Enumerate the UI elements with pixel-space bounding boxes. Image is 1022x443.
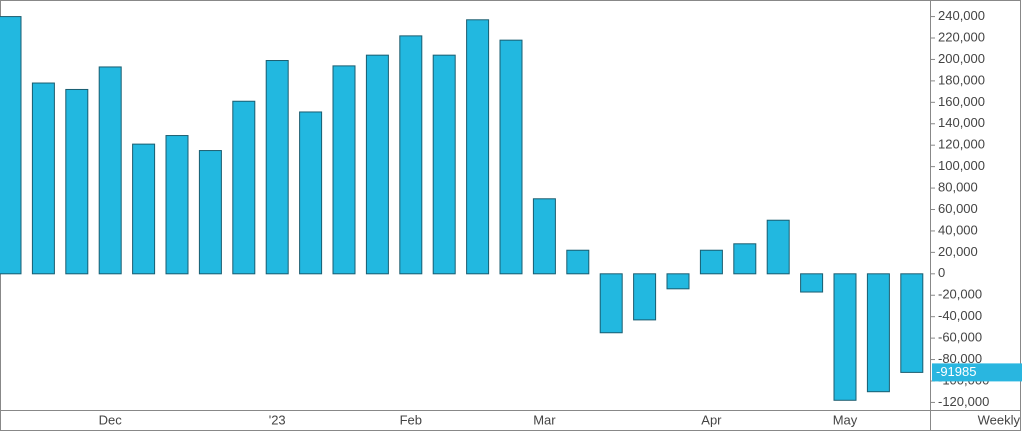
y-tick-label: 200,000 — [938, 51, 985, 66]
bar — [98, 66, 122, 275]
y-tick-label: 120,000 — [938, 137, 985, 152]
bar — [666, 273, 690, 290]
y-tick-label: -60,000 — [938, 330, 982, 345]
bar — [466, 19, 490, 275]
bar — [833, 273, 857, 401]
bar — [299, 111, 323, 275]
last-value-tag — [932, 363, 1022, 382]
bar — [399, 35, 423, 275]
y-tick-label: -40,000 — [938, 308, 982, 323]
bar — [432, 54, 456, 275]
y-tick-label: -80,000 — [938, 351, 982, 366]
bar — [265, 60, 289, 275]
bar — [232, 100, 256, 275]
bar — [800, 273, 824, 293]
y-tick-label: 220,000 — [938, 29, 985, 44]
bar — [599, 273, 623, 334]
y-tick-label: 20,000 — [938, 244, 978, 259]
bar — [733, 243, 757, 275]
bar — [499, 39, 523, 275]
x-tick-label: Feb — [400, 412, 422, 427]
y-tick-label: 100,000 — [938, 158, 985, 173]
bar — [31, 82, 55, 275]
y-tick-label: 60,000 — [938, 201, 978, 216]
bar — [566, 249, 590, 275]
bar — [0, 16, 22, 275]
bar — [866, 273, 890, 393]
x-tick-label: Mar — [533, 412, 556, 427]
bar — [633, 273, 657, 321]
y-tick-label: 40,000 — [938, 222, 978, 237]
bar — [532, 198, 556, 275]
x-tick-label: '23 — [269, 412, 286, 427]
y-tick-label: 0 — [938, 265, 945, 280]
y-tick-label: -20,000 — [938, 287, 982, 302]
last-value-label: -91985 — [936, 364, 976, 379]
y-tick-label: 160,000 — [938, 94, 985, 109]
y-tick-label: 240,000 — [938, 8, 985, 23]
bar — [900, 273, 924, 373]
bar — [165, 135, 189, 275]
bar — [699, 249, 723, 275]
y-tick-label: -120,000 — [938, 394, 989, 409]
bar — [766, 219, 790, 275]
interval-label: Weekly — [978, 412, 1021, 427]
bar — [65, 88, 89, 275]
bar — [365, 54, 389, 275]
bar — [198, 150, 222, 275]
y-tick-label: 80,000 — [938, 180, 978, 195]
bar — [332, 65, 356, 275]
x-tick-label: Apr — [701, 412, 722, 427]
y-tick-label: 180,000 — [938, 72, 985, 87]
y-tick-label: 140,000 — [938, 115, 985, 130]
x-tick-label: Dec — [99, 412, 123, 427]
bar — [132, 143, 156, 275]
x-tick-label: May — [833, 412, 858, 427]
